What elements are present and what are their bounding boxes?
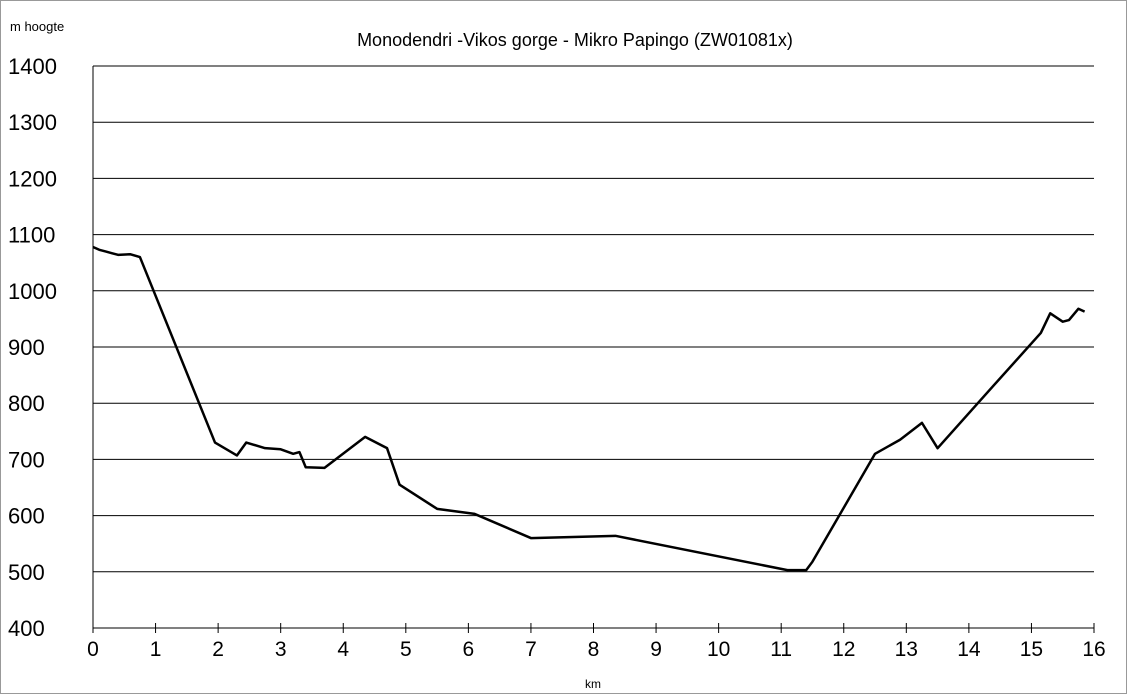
- x-tick-label: 7: [525, 638, 537, 661]
- x-tick-label: 12: [832, 638, 855, 661]
- y-tick-label: 1400: [8, 54, 57, 79]
- x-tick-label: 5: [400, 638, 412, 661]
- x-tick-label: 16: [1082, 638, 1105, 661]
- x-tick-label: 13: [895, 638, 918, 661]
- x-tick-label: 4: [337, 638, 349, 661]
- x-tick-label: 8: [588, 638, 600, 661]
- x-tick-label: 11: [770, 638, 792, 661]
- y-axis-label: m hoogte: [10, 19, 64, 34]
- y-tick-label: 600: [8, 504, 45, 529]
- y-tick-label: 800: [8, 391, 45, 416]
- y-tick-label: 1200: [8, 166, 57, 191]
- x-axis-label: km: [585, 677, 601, 691]
- y-tick-label: 1300: [8, 110, 57, 135]
- x-tick-label: 2: [212, 638, 224, 661]
- y-tick-label: 1100: [8, 223, 55, 248]
- y-tick-label: 500: [8, 560, 45, 585]
- y-tick-label: 400: [8, 616, 45, 641]
- y-tick-label: 1000: [8, 279, 57, 304]
- x-tick-label: 15: [1020, 638, 1043, 661]
- x-tick-label: 10: [707, 638, 730, 661]
- elevation-line: [92, 245, 1086, 572]
- x-tick-label: 6: [463, 638, 475, 661]
- y-tick-label: 700: [8, 447, 45, 472]
- x-tick-label: 1: [150, 638, 162, 661]
- x-tick-label: 3: [275, 638, 287, 661]
- x-tick-label: 0: [87, 638, 99, 661]
- x-tick-label: 14: [957, 638, 981, 661]
- y-tick-label: 900: [8, 335, 45, 360]
- chart-title: Monodendri -Vikos gorge - Mikro Papingo …: [357, 30, 793, 50]
- x-tick-label: 9: [650, 638, 662, 661]
